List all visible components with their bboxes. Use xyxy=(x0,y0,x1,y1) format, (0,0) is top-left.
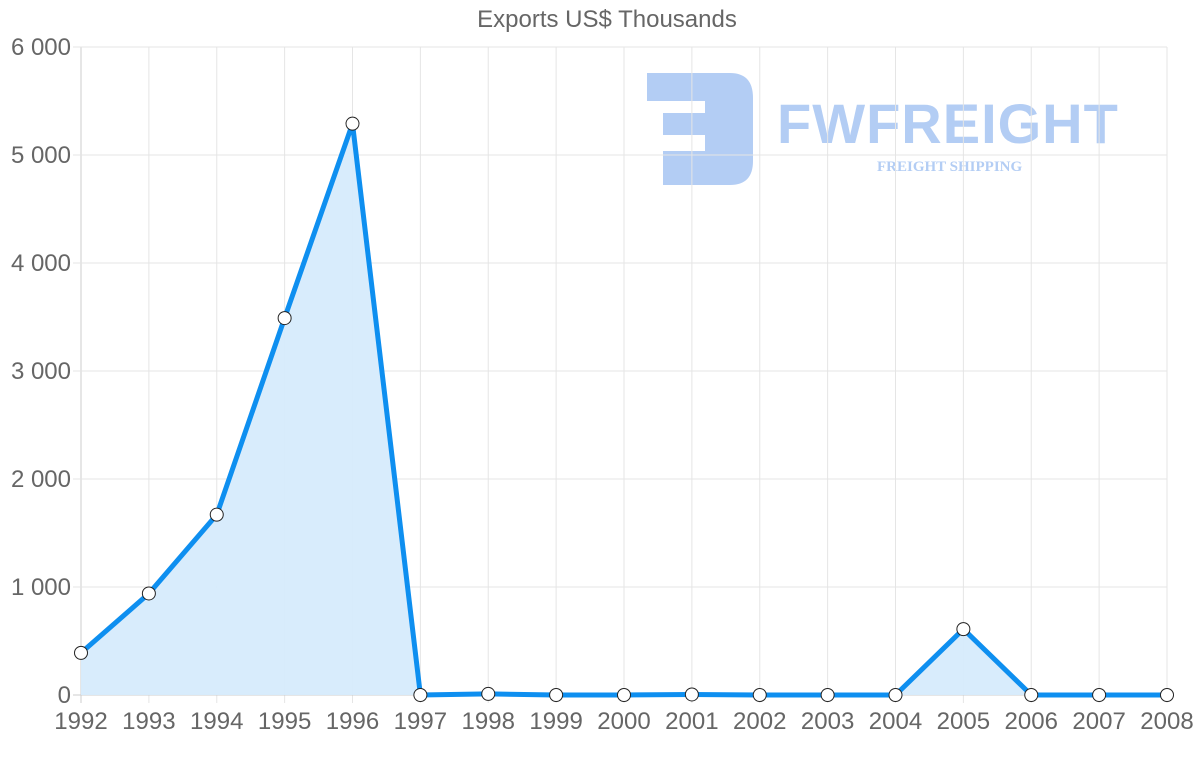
x-tick-label: 2003 xyxy=(801,708,854,735)
data-point[interactable] xyxy=(413,688,428,702)
watermark-brand: FWFREIGHT xyxy=(777,92,1119,155)
x-tick-label: 1998 xyxy=(462,708,515,735)
x-tick-label: 2004 xyxy=(869,708,922,735)
data-point[interactable] xyxy=(888,688,903,702)
data-point[interactable] xyxy=(752,688,767,702)
data-point[interactable] xyxy=(956,622,971,637)
x-tick-label: 1993 xyxy=(122,708,175,735)
area-fill xyxy=(81,123,1167,695)
data-point[interactable] xyxy=(209,507,224,522)
y-tick-label: 5 000 xyxy=(11,142,71,169)
data-point[interactable] xyxy=(74,645,88,660)
y-tick-label: 1 000 xyxy=(11,574,71,601)
x-axis-ticks: 1992 1993 1994 1995 1996 1997 1998 1999 2000 2001… xyxy=(54,708,1193,735)
data-point[interactable] xyxy=(1092,688,1107,702)
y-tick-label: 6 000 xyxy=(11,34,71,61)
fwfreight-watermark: FWFREIGHT FREIGHT SHIPPING xyxy=(645,73,1155,188)
y-tick-label: 0 xyxy=(58,682,71,709)
data-point[interactable] xyxy=(345,116,360,131)
data-point[interactable] xyxy=(277,311,292,326)
x-tick-label: 2006 xyxy=(1005,708,1058,735)
data-points xyxy=(74,116,1174,702)
x-tick-label: 1992 xyxy=(54,708,107,735)
data-point[interactable] xyxy=(141,586,156,601)
x-tick-label: 2007 xyxy=(1072,708,1125,735)
data-point[interactable] xyxy=(481,686,496,701)
x-tick-label: 2001 xyxy=(665,708,718,735)
x-tick-label: 1994 xyxy=(190,708,243,735)
fwfreight-logo-icon xyxy=(647,73,753,185)
x-tick-label: 2008 xyxy=(1140,708,1193,735)
data-point[interactable] xyxy=(1160,688,1174,702)
data-point[interactable] xyxy=(549,688,564,702)
x-tick-label: 1997 xyxy=(394,708,447,735)
data-point[interactable] xyxy=(684,687,699,702)
x-tick-label: 2000 xyxy=(597,708,650,735)
x-tick-label: 2002 xyxy=(733,708,786,735)
y-tick-label: 4 000 xyxy=(11,250,71,277)
data-point[interactable] xyxy=(820,688,835,702)
y-axis-ticks: 0 1 000 2 000 3 000 4 000 5 000 6 000 xyxy=(11,34,71,709)
x-tick-label: 2005 xyxy=(937,708,990,735)
data-point[interactable] xyxy=(1024,688,1039,702)
y-tick-label: 2 000 xyxy=(11,466,71,493)
x-tick-label: 1995 xyxy=(258,708,311,735)
data-point[interactable] xyxy=(617,688,631,702)
y-tick-label: 3 000 xyxy=(11,358,71,385)
x-tick-label: 1999 xyxy=(529,708,582,735)
x-tick-label: 1996 xyxy=(326,708,379,735)
chart-title: Exports US$ Thousands xyxy=(477,6,737,33)
watermark-tagline: FREIGHT SHIPPING xyxy=(877,159,1023,175)
